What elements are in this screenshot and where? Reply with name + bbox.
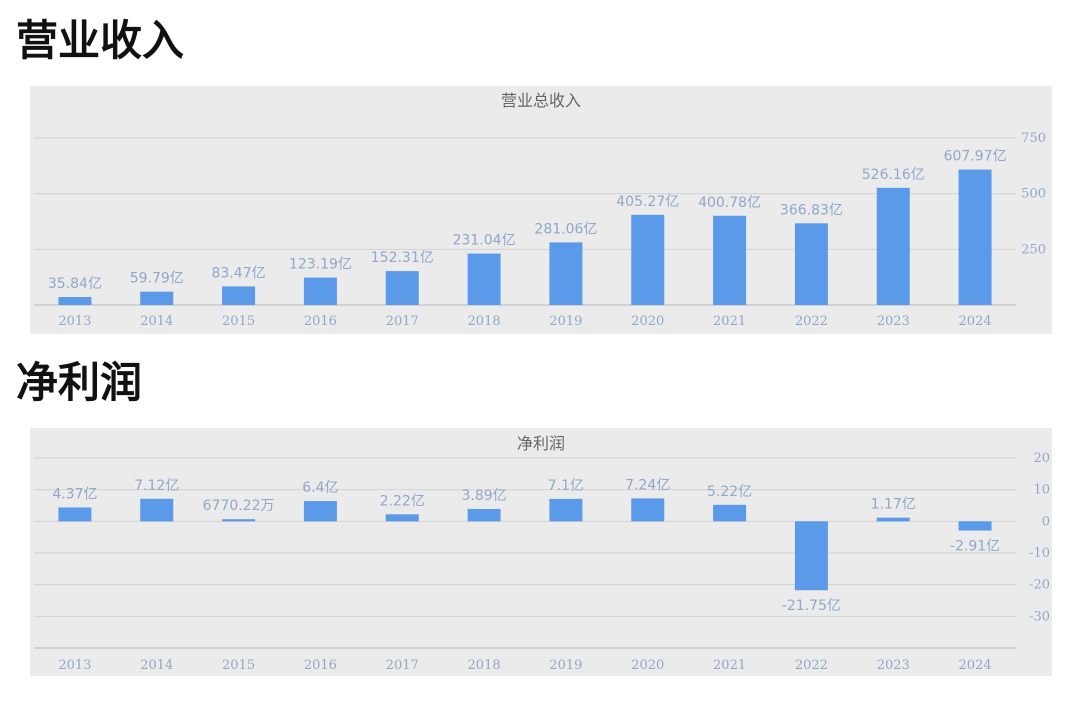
profit-chart-panel: 净利润 20 10 0 -10 -20 -30 4.37亿 2013 7.12亿 2014 6770.…: [30, 428, 1052, 676]
revenue-y-tick-label: 750: [1021, 131, 1046, 146]
profit-x-tick-label: 2013: [58, 658, 91, 673]
profit-x-tick-label: 2014: [140, 658, 173, 673]
profit-bar: [794, 521, 828, 591]
revenue-data-label: 366.83亿: [780, 202, 843, 218]
revenue-data-label: 35.84亿: [48, 276, 102, 292]
revenue-bar: [958, 169, 992, 305]
revenue-data-label: 607.97亿: [944, 149, 1007, 165]
profit-bar: [58, 507, 92, 522]
revenue-bar: [140, 291, 174, 305]
revenue-x-tick-label: 2024: [959, 314, 992, 329]
revenue-x-tick-label: 2019: [549, 314, 582, 329]
profit-x-tick-label: 2017: [386, 658, 419, 673]
revenue-x-tick-label: 2017: [386, 314, 419, 329]
profit-x-tick-label: 2020: [631, 658, 664, 673]
profit-chart: 净利润 20 10 0 -10 -20 -30 4.37亿 2013 7.12亿 2014 6770.…: [34, 434, 1050, 673]
revenue-y-tick-label: 500: [1021, 187, 1046, 202]
profit-y-tick-label: -10: [1029, 546, 1050, 561]
revenue-x-tick-label: 2020: [631, 314, 664, 329]
revenue-x-tick-label: 2018: [468, 314, 501, 329]
revenue-data-label: 281.06亿: [534, 221, 597, 237]
profit-x-tick-label: 2023: [877, 658, 910, 673]
profit-data-label: 5.22亿: [707, 484, 752, 500]
revenue-bar: [467, 253, 501, 305]
revenue-bar: [58, 297, 92, 305]
profit-y-tick-label: 0: [1042, 514, 1050, 529]
profit-bar: [385, 514, 419, 522]
revenue-data-label: 83.47亿: [212, 265, 266, 281]
profit-y-tick-label: -30: [1029, 609, 1050, 624]
profit-bar: [140, 498, 174, 522]
profit-data-label: -21.75亿: [782, 598, 841, 614]
revenue-bar: [385, 271, 419, 305]
profit-bar: [631, 498, 665, 522]
profit-y-tick-label: -20: [1029, 578, 1050, 593]
profit-x-tick-label: 2024: [959, 658, 992, 673]
profit-data-label: 6770.22万: [203, 498, 275, 514]
profit-x-tick-label: 2022: [795, 658, 828, 673]
revenue-chart-title: 营业总收入: [501, 91, 581, 110]
profit-chart-title: 净利润: [517, 434, 565, 453]
revenue-section-title: 营业收入: [16, 16, 185, 65]
profit-x-tick-label: 2018: [468, 658, 501, 673]
revenue-data-label: 152.31亿: [371, 250, 434, 266]
profit-data-label: 7.1亿: [548, 478, 584, 494]
profit-bar: [876, 517, 910, 522]
profit-x-tick-label: 2015: [222, 658, 255, 673]
profit-data-label: 2.22亿: [380, 493, 425, 509]
revenue-x-tick-label: 2013: [58, 314, 91, 329]
profit-x-tick-label: 2021: [713, 658, 746, 673]
revenue-y-tick-label: 250: [1021, 242, 1046, 257]
revenue-data-label: 123.19亿: [289, 257, 352, 273]
profit-data-label: 1.17亿: [871, 497, 916, 513]
revenue-x-tick-label: 2021: [713, 314, 746, 329]
revenue-data-label: 59.79亿: [130, 271, 184, 287]
profit-section-title: 净利润: [16, 358, 143, 407]
profit-x-tick-label: 2016: [304, 658, 337, 673]
profit-bar: [958, 521, 992, 531]
revenue-data-label: 405.27亿: [616, 194, 679, 210]
revenue-bar: [876, 187, 910, 305]
profit-x-tick-label: 2019: [549, 658, 582, 673]
profit-data-label: 6.4亿: [302, 480, 338, 496]
profit-data-label: 3.89亿: [461, 488, 506, 504]
revenue-bar: [549, 242, 583, 305]
revenue-bar: [303, 277, 337, 305]
profit-bar: [303, 501, 337, 522]
revenue-data-label: 231.04亿: [453, 233, 516, 249]
profit-data-label: 7.12亿: [134, 478, 179, 494]
profit-y-tick-label: 20: [1033, 451, 1050, 466]
revenue-bar: [631, 214, 665, 305]
profit-data-label: 4.37亿: [52, 486, 97, 502]
profit-data-label: 7.24亿: [625, 477, 670, 493]
revenue-data-label: 400.78亿: [698, 195, 761, 211]
revenue-chart: 营业总收入 250 500 750 35.84亿 2013 59.79亿 2014 83.47亿…: [34, 91, 1046, 329]
revenue-bar: [713, 215, 747, 305]
revenue-data-label: 526.16亿: [862, 167, 925, 183]
revenue-x-tick-label: 2023: [877, 314, 910, 329]
profit-bar: [713, 504, 747, 522]
revenue-x-tick-label: 2016: [304, 314, 337, 329]
revenue-chart-panel: 营业总收入 250 500 750 35.84亿 2013 59.79亿 2014 83.47亿…: [30, 86, 1052, 334]
revenue-x-tick-label: 2015: [222, 314, 255, 329]
revenue-x-tick-label: 2014: [140, 314, 173, 329]
revenue-bar: [222, 286, 256, 305]
revenue-x-tick-label: 2022: [795, 314, 828, 329]
profit-bar: [222, 519, 256, 522]
profit-y-tick-label: 10: [1033, 483, 1050, 498]
profit-bar: [467, 509, 501, 522]
profit-bar: [549, 498, 583, 522]
profit-data-label: -2.91亿: [950, 539, 1000, 555]
revenue-bar: [794, 223, 828, 305]
